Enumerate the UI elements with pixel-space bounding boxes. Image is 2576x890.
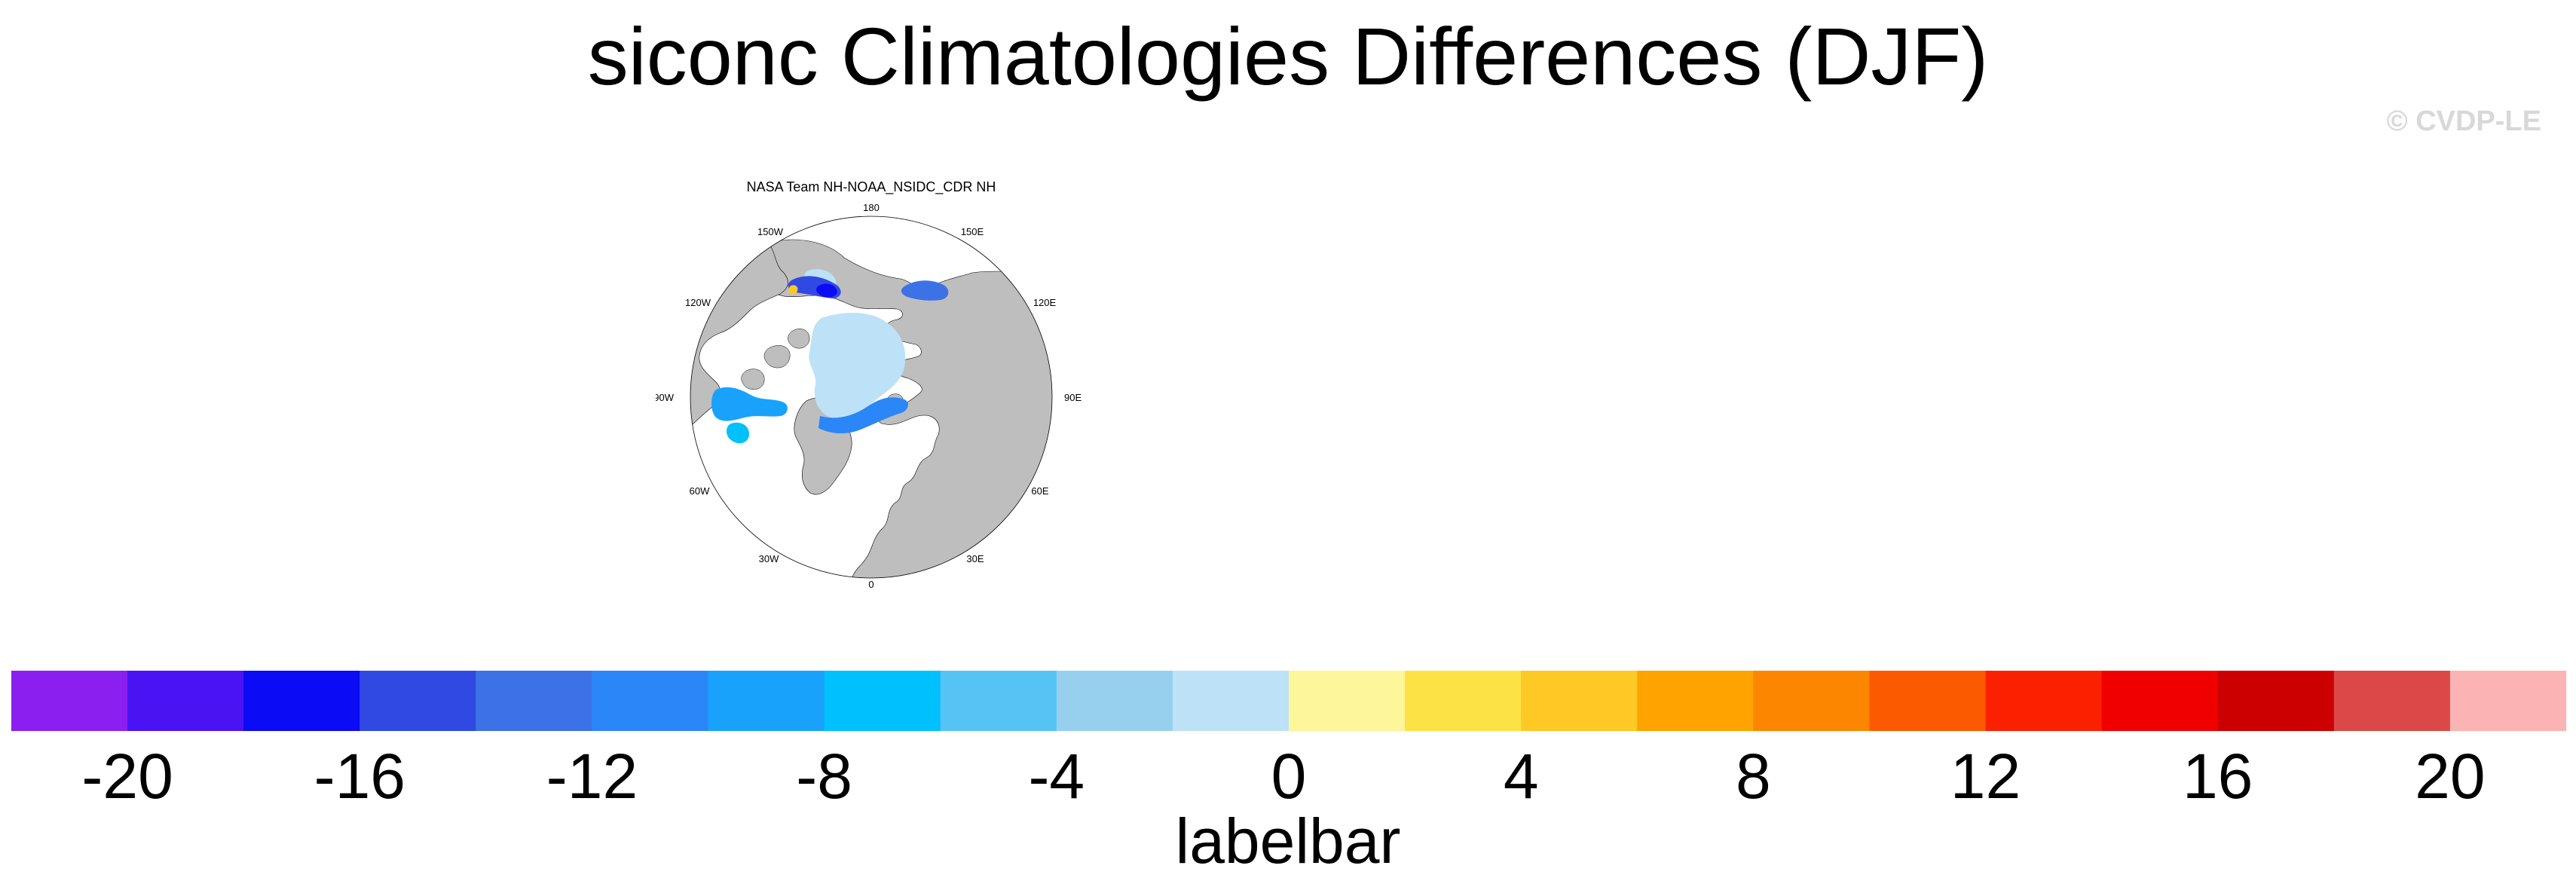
colorbar-tick-label: -12	[546, 741, 638, 812]
ice-diff-strong-negative	[816, 283, 837, 298]
polar-map: 180 150E 120E 90E 60E 30E 0 30W 60W 90W …	[656, 202, 1081, 590]
lon-label-90e: 90E	[1064, 392, 1081, 403]
lon-label-150e: 150E	[961, 226, 984, 237]
lon-label-120w: 120W	[685, 297, 711, 308]
colorbar-box	[243, 671, 360, 731]
colorbar-title: labelbar	[1175, 806, 1401, 876]
colorbar-box	[1056, 671, 1173, 731]
colorbar-tick-label: 12	[1950, 741, 2021, 812]
ice-diff-negative-okhotsk	[901, 280, 949, 301]
ice-diff-positive-spot	[788, 285, 798, 295]
lon-label-180: 180	[863, 202, 880, 213]
colorbar-box	[1869, 671, 1987, 731]
map-boundary-circle	[690, 216, 1053, 579]
colorbar-box	[2449, 671, 2566, 731]
ice-diff-negative-labrador	[727, 422, 749, 444]
land-north-america	[690, 242, 788, 454]
colorbar-box	[1753, 671, 1870, 731]
colorbar-tick-labels: -20 -16 -12 -8 -4 0 4 8 12 16 20	[0, 739, 2576, 821]
land-canadian-archipelago	[741, 329, 810, 390]
longitude-labels: 180 150E 120E 90E 60E 30E 0 30W 60W 90W …	[656, 202, 1081, 590]
colorbar-box	[1985, 671, 2103, 731]
colorbar-tick-label: -4	[1028, 741, 1085, 812]
colorbar-tick-label: 4	[1503, 741, 1539, 812]
colorbar-box	[1289, 671, 1406, 731]
figure-title: siconc Climatologies Differences (DJF)	[587, 11, 1989, 102]
lon-label-120e: 120E	[1033, 297, 1057, 308]
ice-diff-negative-band-1	[818, 397, 908, 434]
copyright-label: © CVDP-LE	[2386, 106, 2541, 137]
colorbar-tick-label: -20	[81, 741, 173, 812]
lon-label-0: 0	[868, 579, 873, 590]
colorbar-box	[940, 671, 1057, 731]
lon-label-60w: 60W	[690, 485, 710, 497]
colorbar-box	[1637, 671, 1754, 731]
colorbar-tick-label: 16	[2182, 741, 2253, 812]
lon-label-60e: 60E	[1031, 485, 1048, 497]
colorbar-box	[2217, 671, 2335, 731]
colorbar-box	[1405, 671, 1522, 731]
colorbar-box	[2101, 671, 2219, 731]
lon-label-30e: 30E	[966, 553, 984, 564]
colorbar-box	[476, 671, 592, 731]
colorbar-box	[2333, 671, 2451, 731]
colorbar-tick-label: -16	[314, 741, 405, 812]
map-panel-title-text: NASA Team NH-NOAA_NSIDC_CDR NH	[746, 179, 996, 194]
colorbar-box	[127, 671, 244, 731]
colorbar-box	[11, 671, 128, 731]
colorbar-tick-label: 8	[1736, 741, 1771, 812]
ice-diff-near-zero	[809, 313, 906, 420]
colorbar-box	[1172, 671, 1290, 731]
ice-diff-negative-band-2	[711, 387, 788, 421]
colorbar-box	[1521, 671, 1638, 731]
colorbar-box	[592, 671, 709, 731]
colorbar-box	[824, 671, 941, 731]
colorbar	[11, 671, 2566, 731]
colorbar-tick-label: 20	[2415, 741, 2486, 812]
lon-label-30w: 30W	[759, 553, 779, 564]
colorbar-tick-label: -8	[796, 741, 852, 812]
lon-label-90w: 90W	[656, 392, 675, 403]
colorbar-box	[359, 671, 476, 731]
colorbar-box	[708, 671, 825, 731]
colorbar-tick-label: 0	[1271, 741, 1307, 812]
lon-label-150w: 150W	[757, 226, 784, 237]
